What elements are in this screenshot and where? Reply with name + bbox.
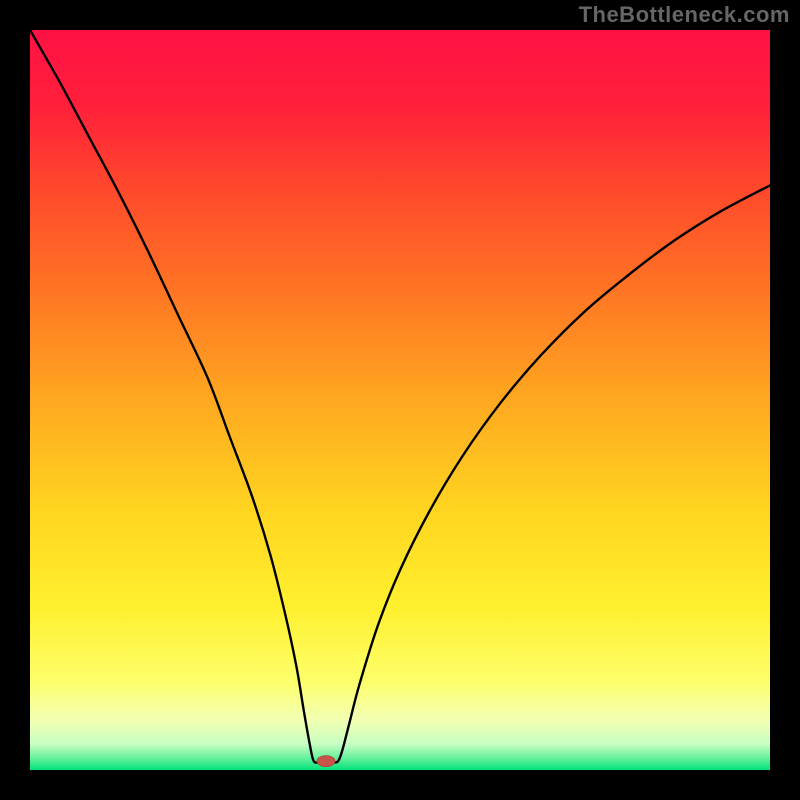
watermark-label: TheBottleneck.com (579, 2, 790, 28)
bottleneck-chart (0, 0, 800, 800)
gradient-plot-area (30, 30, 770, 770)
optimum-marker (317, 756, 335, 767)
